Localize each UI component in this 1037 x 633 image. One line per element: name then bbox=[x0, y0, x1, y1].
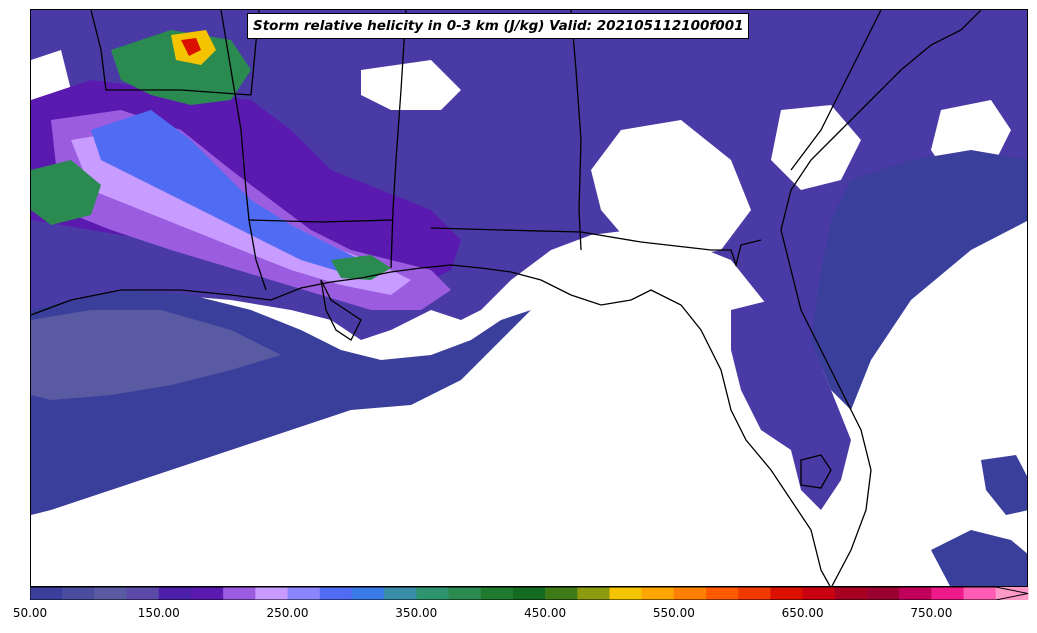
colorbar-segment bbox=[94, 587, 128, 600]
helicity-gap-5 bbox=[771, 105, 861, 190]
helicity-field bbox=[31, 10, 1027, 586]
colorbar-segment bbox=[158, 587, 192, 600]
colorbar-tick-label: 250.00 bbox=[266, 606, 309, 620]
map-title: Storm relative helicity in 0-3 km (J/kg)… bbox=[247, 13, 750, 39]
helicity-region-bahamas bbox=[931, 530, 1027, 586]
colorbar-segment bbox=[834, 587, 868, 600]
colorbar-segment bbox=[609, 587, 643, 600]
colorbar bbox=[30, 587, 1029, 600]
state-line-ms-al bbox=[390, 10, 407, 269]
state-line-al-ga bbox=[570, 10, 582, 251]
state-line-tx-la bbox=[220, 10, 267, 291]
colorbar-segment bbox=[963, 587, 997, 600]
colorbar-segment bbox=[255, 587, 289, 600]
helicity-region-red bbox=[181, 38, 201, 56]
colorbar-segment bbox=[319, 587, 353, 600]
colorbar-segment bbox=[706, 587, 739, 600]
helicity-region-atlantic bbox=[811, 150, 1027, 410]
helicity-gap-1 bbox=[591, 120, 751, 260]
helicity-region-north bbox=[31, 10, 1027, 400]
colorbar-tick-label: 150.00 bbox=[137, 606, 180, 620]
colorbar-segment bbox=[30, 587, 63, 600]
colorbar-segment bbox=[770, 587, 804, 600]
colorbar-segment bbox=[899, 587, 932, 600]
helicity-region-green bbox=[111, 30, 251, 105]
map-panel bbox=[30, 9, 1028, 587]
helicity-region-gulf-inner bbox=[31, 310, 281, 400]
state-line-fl-north bbox=[430, 227, 762, 268]
colorbar-outline bbox=[30, 587, 1029, 600]
colorbar-segment bbox=[287, 587, 321, 600]
colorbar-segment bbox=[416, 587, 450, 600]
colorbar-segment bbox=[738, 587, 771, 600]
helicity-map bbox=[31, 10, 1027, 586]
colorbar-segment bbox=[673, 587, 707, 600]
colorbar-tick-label: 650.00 bbox=[781, 606, 824, 620]
colorbar-segment bbox=[223, 587, 256, 600]
colorbar-tick-label: 750.00 bbox=[910, 606, 953, 620]
colorbar-tick-label: 350.00 bbox=[395, 606, 438, 620]
colorbar-tick-label: 550.00 bbox=[652, 606, 695, 620]
coastline-gulf bbox=[31, 264, 831, 586]
helicity-region-green-3 bbox=[331, 255, 391, 280]
colorbar-segment bbox=[448, 587, 482, 600]
colorbar-segment bbox=[931, 587, 965, 600]
colorbar-segment bbox=[62, 587, 95, 600]
colorbar-segment bbox=[802, 587, 836, 600]
colorbar-segment bbox=[577, 587, 610, 600]
helicity-region-florida bbox=[731, 300, 851, 510]
helicity-region-caribbean bbox=[981, 455, 1027, 515]
colorbar-segment bbox=[480, 587, 514, 600]
state-line-ga-sc bbox=[790, 10, 882, 171]
lake-okeechobee bbox=[800, 454, 832, 489]
colorbar-segment bbox=[867, 587, 900, 600]
colorbar-extend-arrow bbox=[995, 587, 1028, 600]
colorbar-tick-label: 50.00 bbox=[12, 606, 48, 620]
state-line-la-ms bbox=[248, 219, 394, 223]
helicity-region-blue bbox=[91, 110, 361, 272]
colorbar-segment bbox=[545, 587, 578, 600]
colorbar-segment bbox=[190, 587, 224, 600]
colorbar-segment bbox=[384, 587, 417, 600]
geographic-boundaries bbox=[31, 10, 982, 586]
coastline-atlantic bbox=[780, 10, 982, 586]
colorbar-segment bbox=[351, 587, 385, 600]
colorbar-segment bbox=[512, 587, 546, 600]
colorbar-tick-label: 450.00 bbox=[524, 606, 567, 620]
coastline-mississippi-delta bbox=[320, 279, 362, 341]
colorbar-segment bbox=[641, 587, 675, 600]
helicity-region-green-2 bbox=[31, 160, 101, 225]
helicity-gap-2 bbox=[361, 60, 461, 110]
colorbar-segment bbox=[126, 587, 160, 600]
state-line-ok-tx bbox=[90, 10, 252, 96]
